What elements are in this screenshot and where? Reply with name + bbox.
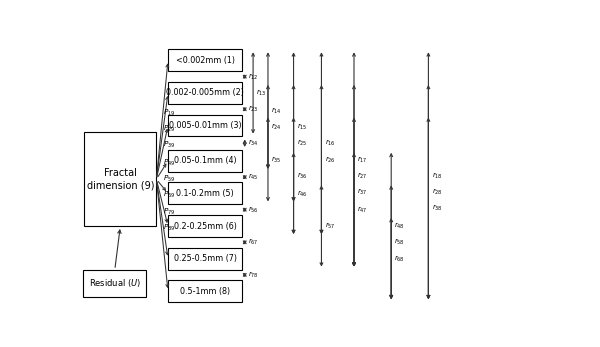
Text: $r_{34}$: $r_{34}$ — [248, 138, 259, 148]
Text: $r_{28}$: $r_{28}$ — [431, 187, 442, 197]
Text: $P_{89}$: $P_{89}$ — [163, 223, 176, 233]
FancyBboxPatch shape — [168, 115, 242, 136]
Text: $r_{48}$: $r_{48}$ — [394, 221, 405, 231]
Text: $r_{58}$: $r_{58}$ — [394, 237, 405, 247]
FancyBboxPatch shape — [168, 183, 242, 204]
Text: $P_{69}$: $P_{69}$ — [163, 190, 176, 201]
Text: $r_{18}$: $r_{18}$ — [431, 171, 442, 181]
Text: $r_{46}$: $r_{46}$ — [297, 188, 308, 198]
FancyBboxPatch shape — [168, 82, 242, 104]
Text: 0.2-0.25mm (6): 0.2-0.25mm (6) — [174, 221, 236, 230]
FancyBboxPatch shape — [168, 49, 242, 71]
Text: $r_{12}$: $r_{12}$ — [248, 71, 259, 82]
Text: Fractal
dimension (9): Fractal dimension (9) — [86, 168, 154, 190]
Text: $r_{23}$: $r_{23}$ — [248, 104, 259, 115]
Text: $r_{47}$: $r_{47}$ — [357, 205, 368, 215]
Text: $r_{36}$: $r_{36}$ — [297, 171, 308, 181]
Text: $r_{17}$: $r_{17}$ — [357, 154, 368, 164]
FancyBboxPatch shape — [168, 248, 242, 270]
Text: $r_{68}$: $r_{68}$ — [394, 254, 405, 264]
Text: 0.1-0.2mm (5): 0.1-0.2mm (5) — [176, 189, 234, 198]
FancyBboxPatch shape — [168, 215, 242, 237]
FancyBboxPatch shape — [168, 280, 242, 302]
Text: $r_{45}$: $r_{45}$ — [248, 172, 259, 182]
Text: $r_{57}$: $r_{57}$ — [325, 221, 335, 231]
Text: $r_{15}$: $r_{15}$ — [297, 122, 308, 132]
Text: $r_{13}$: $r_{13}$ — [256, 88, 267, 98]
Text: $r_{16}$: $r_{16}$ — [325, 138, 335, 148]
Text: $r_{27}$: $r_{27}$ — [357, 171, 368, 181]
FancyBboxPatch shape — [83, 270, 146, 297]
Text: $r_{78}$: $r_{78}$ — [248, 270, 259, 280]
Text: $r_{56}$: $r_{56}$ — [248, 205, 259, 215]
Text: $P_{49}$: $P_{49}$ — [163, 158, 176, 168]
Text: $r_{67}$: $r_{67}$ — [248, 237, 259, 247]
Text: $r_{14}$: $r_{14}$ — [271, 105, 282, 116]
FancyBboxPatch shape — [168, 150, 242, 172]
Text: $P_{39}$: $P_{39}$ — [163, 140, 176, 150]
Text: <0.002mm (1): <0.002mm (1) — [176, 56, 235, 65]
Text: 0.5-1mm (8): 0.5-1mm (8) — [180, 287, 230, 296]
Text: $P_{59}$: $P_{59}$ — [163, 174, 175, 184]
Text: $r_{26}$: $r_{26}$ — [325, 154, 335, 164]
Text: 0.002-0.005mm (2): 0.002-0.005mm (2) — [166, 88, 244, 98]
Text: 0.005-0.01mm (3): 0.005-0.01mm (3) — [169, 121, 242, 130]
Text: $P_{79}$: $P_{79}$ — [163, 206, 176, 217]
Text: $r_{24}$: $r_{24}$ — [271, 122, 282, 132]
Text: $r_{35}$: $r_{35}$ — [271, 154, 282, 164]
Text: $P_{29}$: $P_{29}$ — [163, 124, 176, 134]
Text: 0.05-0.1mm (4): 0.05-0.1mm (4) — [174, 156, 236, 165]
Text: 0.25-0.5mm (7): 0.25-0.5mm (7) — [174, 254, 237, 263]
Text: $P_{19}$: $P_{19}$ — [163, 108, 176, 118]
Text: Residual ($\it{U}$): Residual ($\it{U}$) — [89, 278, 141, 289]
Text: $r_{38}$: $r_{38}$ — [431, 203, 442, 213]
Text: $r_{25}$: $r_{25}$ — [297, 138, 308, 148]
FancyBboxPatch shape — [84, 133, 157, 226]
Text: $r_{37}$: $r_{37}$ — [357, 187, 368, 197]
